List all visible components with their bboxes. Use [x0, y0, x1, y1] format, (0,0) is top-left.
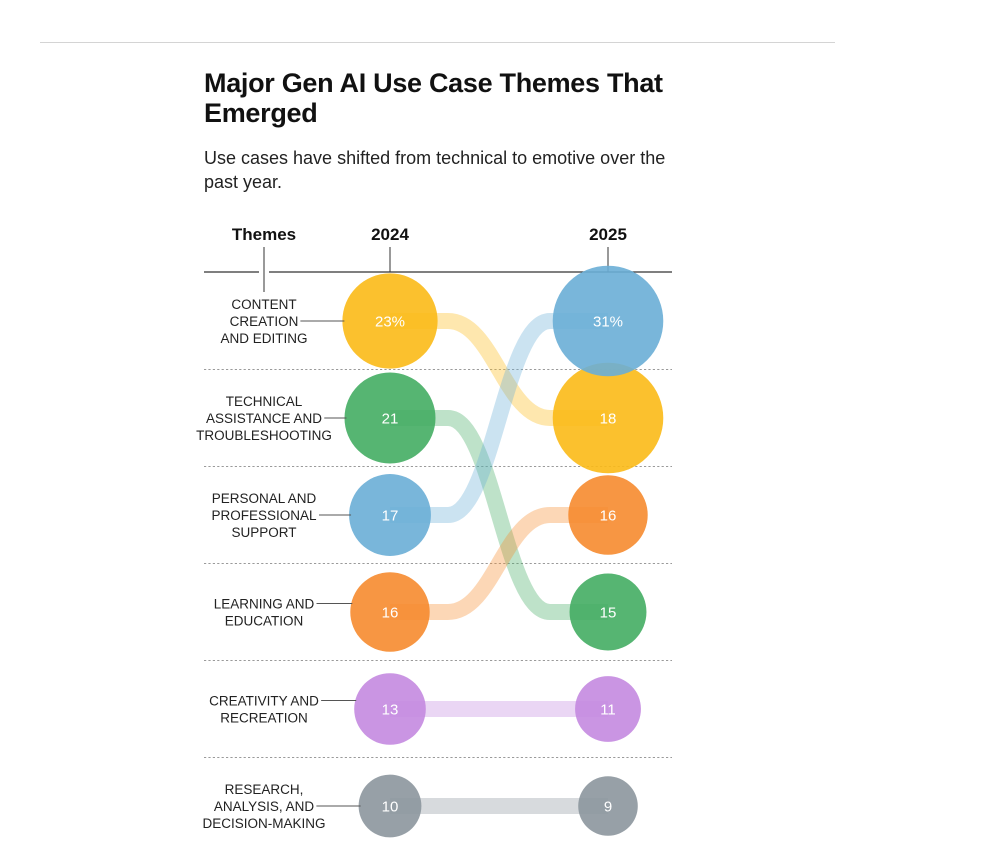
theme-label-3: PERSONAL AND PROFESSIONAL SUPPORT [211, 491, 317, 540]
top-divider [40, 42, 835, 43]
theme-label-line: PERSONAL AND [212, 491, 317, 506]
bubble-2024-2 [344, 372, 436, 464]
theme-label-2: TECHNICAL ASSISTANCE AND TROUBLESHOOTING [196, 394, 332, 443]
connector-1 [390, 313, 608, 426]
bubble-value-2025-3: 31% [593, 314, 623, 331]
theme-label-line: CONTENT [231, 297, 296, 312]
bubble-value-2024-6: 10 [382, 799, 399, 816]
theme-label-line: DECISION-MAKING [202, 816, 325, 831]
bubble-value-2025-5: 11 [600, 702, 616, 719]
theme-label-line: PROFESSIONAL [211, 508, 317, 523]
bubble-2024-4 [350, 572, 430, 652]
bubble-2024-6 [358, 774, 422, 838]
theme-label-line: SUPPORT [231, 525, 296, 540]
connector-4 [390, 507, 608, 620]
bubble-value-2024-3: 17 [382, 508, 399, 525]
theme-label-4: LEARNING AND EDUCATION [214, 597, 315, 629]
theme-label-line: CREATION [230, 314, 299, 329]
bubble-2025-2 [569, 573, 647, 651]
bubble-value-2025-2: 15 [600, 605, 617, 622]
connector-layer [390, 313, 608, 814]
theme-label-line: AND EDITING [220, 331, 307, 346]
theme-label-6: RESEARCH, ANALYSIS, AND DECISION-MAKING [202, 782, 325, 831]
theme-label-line: TECHNICAL [226, 394, 303, 409]
theme-label-line: RESEARCH, [225, 782, 304, 797]
theme-label-5: CREATIVITY AND RECREATION [209, 694, 319, 726]
connector-2 [390, 410, 608, 620]
bubble-layer: 23% 18 21 15 17 31% 16 16 13 11 10 9 [342, 265, 664, 838]
bubble-2025-1 [552, 362, 664, 474]
chart-subtitle: Use cases have shifted from technical to… [204, 148, 666, 192]
theme-label-layer: CONTENT CREATION AND EDITING TECHNICAL ASSIS… [196, 297, 361, 831]
bubble-value-2025-1: 18 [600, 411, 617, 428]
theme-label-line: ASSISTANCE AND [206, 411, 322, 426]
bubble-value-2025-6: 9 [604, 799, 612, 816]
column-header-themes: Themes [232, 225, 296, 244]
bubble-value-2024-4: 16 [382, 605, 399, 622]
bubble-2024-1 [342, 273, 438, 369]
bubble-2025-4 [568, 475, 648, 555]
connector-3 [390, 313, 608, 523]
chart-title: Major Gen AI Use Case Themes That Emerge… [204, 68, 663, 128]
theme-label-line: RECREATION [220, 711, 308, 726]
theme-label-line: EDUCATION [225, 614, 304, 629]
bubble-value-2024-1: 23% [375, 314, 405, 331]
column-header-2024: 2024 [371, 225, 409, 244]
bubble-2024-3 [349, 474, 431, 556]
bubble-2024-5 [354, 673, 426, 745]
bubble-2025-3 [552, 265, 664, 377]
bubble-value-2024-5: 13 [382, 702, 399, 719]
bubble-value-2025-4: 16 [600, 508, 617, 525]
bubble-value-2024-2: 21 [382, 411, 399, 428]
theme-label-line: TROUBLESHOOTING [196, 428, 332, 443]
theme-label-line: CREATIVITY AND [209, 694, 319, 709]
theme-label-line: ANALYSIS, AND [214, 799, 315, 814]
theme-label-line: LEARNING AND [214, 597, 315, 612]
bubble-2025-6 [578, 776, 638, 836]
bubble-2025-5 [575, 676, 641, 742]
column-header-2025: 2025 [589, 225, 627, 244]
theme-label-1: CONTENT CREATION AND EDITING [220, 297, 307, 346]
